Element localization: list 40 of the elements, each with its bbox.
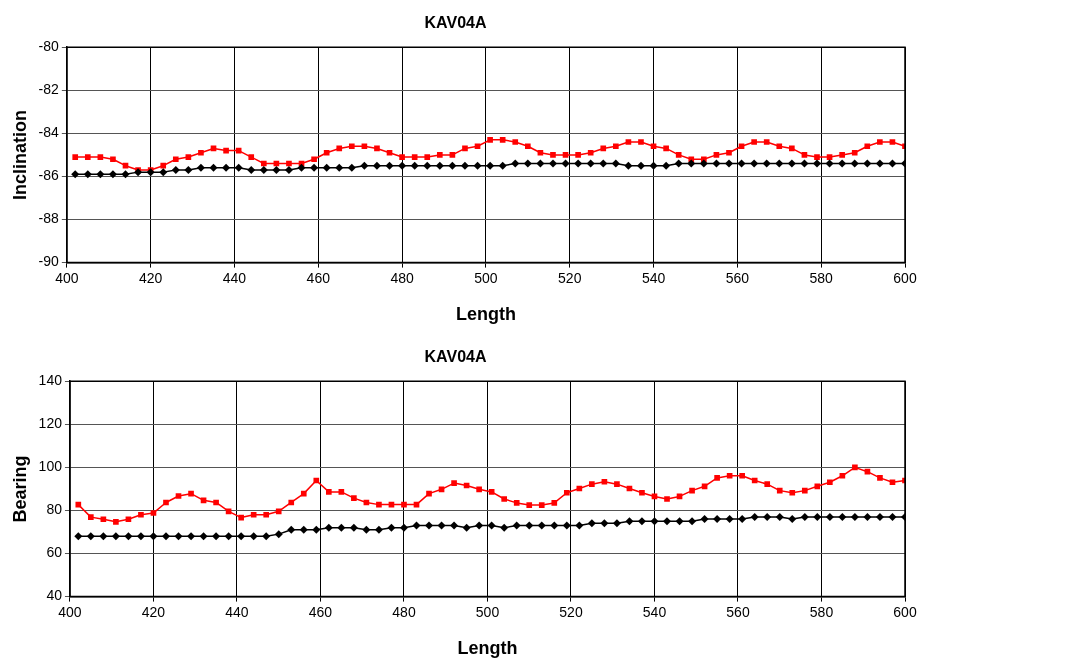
chart-title: KAV04A [424, 348, 487, 366]
x-tick-label: 480 [390, 269, 414, 286]
x-tick-label: 460 [306, 269, 331, 286]
x-tick-label: 500 [474, 269, 498, 286]
y-tick-label: 100 [38, 458, 63, 475]
y-axis-title: Bearing [9, 455, 30, 523]
y-tick-label: -90 [38, 253, 60, 270]
x-axis-title: Length [455, 304, 516, 325]
x-tick-label: 400 [58, 603, 82, 620]
x-tick-label: 400 [55, 269, 79, 286]
x-tick-label: 580 [809, 603, 834, 620]
chart-title: KAV04A [424, 14, 487, 32]
x-tick-label: 580 [809, 269, 834, 286]
x-tick-label: 480 [392, 603, 416, 620]
x-tick-label: 420 [141, 603, 166, 620]
x-tick-label: 540 [642, 603, 667, 620]
y-tick-label: 120 [38, 415, 63, 432]
x-tick-label: 600 [893, 269, 917, 286]
y-tick-label: -86 [38, 167, 60, 184]
x-tick-label: 460 [308, 603, 333, 620]
x-tick-label: 540 [641, 269, 666, 286]
x-tick-label: 600 [893, 603, 917, 620]
y-tick-label: -82 [38, 81, 60, 98]
x-axis-title: Length [457, 638, 518, 659]
x-tick-label: 560 [726, 603, 750, 620]
y-tick-label: 140 [38, 372, 63, 389]
x-tick-label: 440 [222, 269, 247, 286]
x-tick-label: 440 [225, 603, 249, 620]
y-tick-label: -84 [38, 124, 60, 141]
x-tick-label: 420 [138, 269, 163, 286]
y-tick-label: 80 [46, 501, 63, 518]
y-tick-label: 40 [46, 587, 63, 604]
x-tick-label: 560 [725, 269, 750, 286]
y-tick-label: -88 [38, 210, 60, 227]
x-tick-label: 520 [558, 269, 582, 286]
y-tick-label: 60 [46, 544, 63, 561]
y-axis-title: Inclination [9, 109, 30, 200]
x-tick-label: 500 [475, 603, 500, 620]
y-tick-label: -80 [38, 38, 60, 55]
x-tick-label: 520 [559, 603, 583, 620]
